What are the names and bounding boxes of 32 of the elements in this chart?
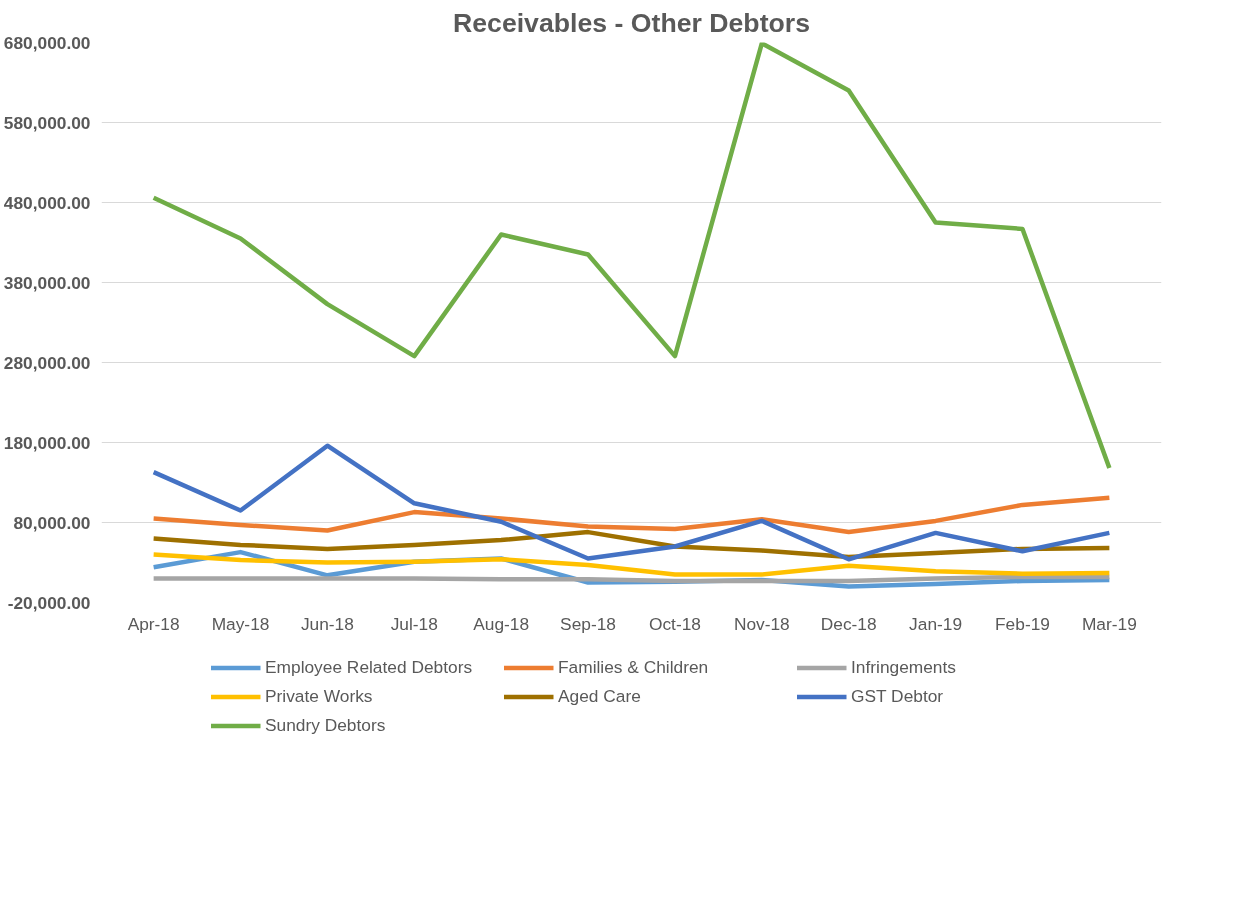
x-tick-label: Feb-19 <box>995 613 1050 634</box>
legend-label: GST Debtor <box>851 685 945 707</box>
x-tick-label: Nov-18 <box>733 613 790 634</box>
x-tick-label: Aug-18 <box>473 613 530 634</box>
x-tick-label: May-18 <box>211 613 270 634</box>
chart-title: Receivables - Other Debtors <box>452 7 811 38</box>
legend-label: Families & Children <box>558 656 710 678</box>
y-tick-label: 380,000.00 <box>3 272 91 293</box>
line-series <box>151 552 1112 577</box>
y-tick-label: 680,000.00 <box>3 32 91 53</box>
y-tick-label: 280,000.00 <box>3 352 91 373</box>
legend-label: Sundry Debtors <box>265 714 387 736</box>
legend-label: Infringements <box>851 656 957 678</box>
x-tick-label: Jul-18 <box>390 613 438 634</box>
legend-label: Employee Related Debtors <box>265 656 474 678</box>
x-tick-label: Jun-18 <box>300 613 354 634</box>
line-series <box>151 42 1112 471</box>
legend-label: Aged Care <box>558 685 642 707</box>
line-series <box>151 495 1112 535</box>
y-tick-label: 480,000.00 <box>3 192 91 213</box>
x-tick-label: Apr-18 <box>127 613 180 634</box>
legend-label: Private Works <box>265 685 374 707</box>
y-tick-label: 180,000.00 <box>3 432 91 453</box>
y-tick-label: 580,000.00 <box>3 112 91 133</box>
x-tick-label: Mar-19 <box>1081 613 1137 634</box>
x-tick-label: Jan-19 <box>909 613 963 634</box>
x-tick-label: Sep-18 <box>560 613 617 634</box>
line-series <box>151 443 1112 562</box>
x-tick-label: Oct-18 <box>648 613 701 634</box>
x-tick-label: Dec-18 <box>820 613 877 634</box>
y-tick-label: 80,000.00 <box>13 512 91 533</box>
y-tick-label: -20,000.00 <box>7 592 91 613</box>
